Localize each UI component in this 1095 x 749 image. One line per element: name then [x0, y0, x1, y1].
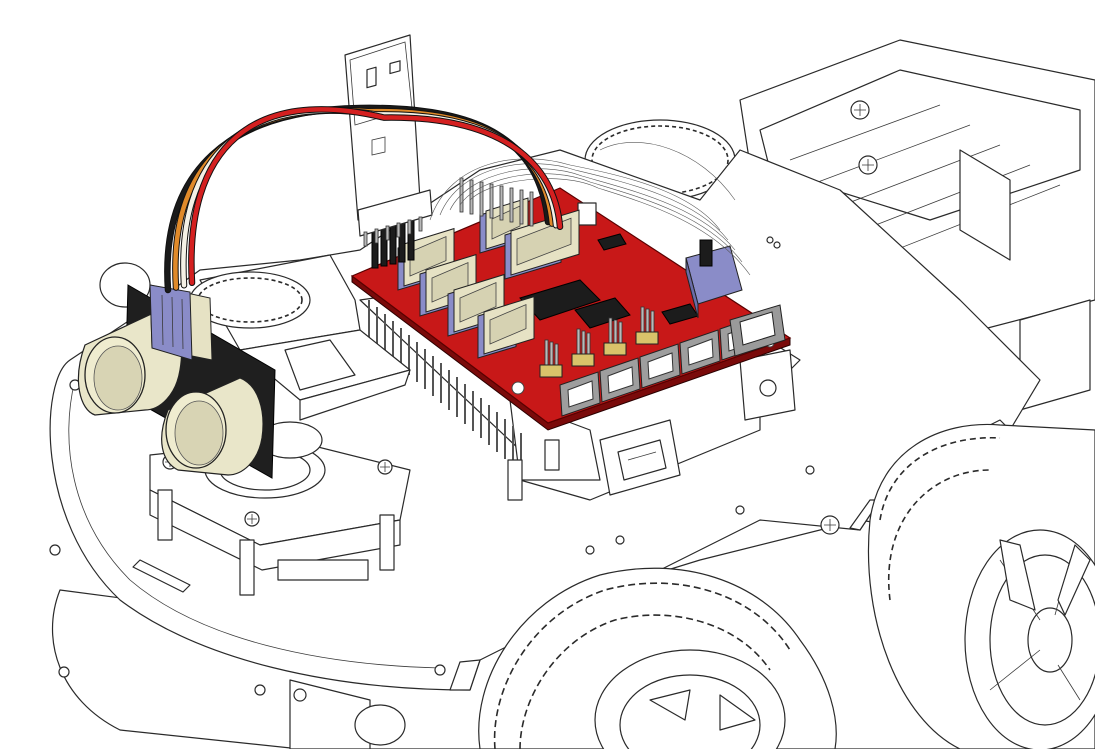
screw-icon — [820, 515, 840, 535]
pin-base — [571, 353, 595, 367]
under-pin — [440, 363, 442, 403]
under-pin — [392, 321, 394, 361]
pin — [489, 183, 494, 219]
pin — [519, 189, 524, 225]
pin-base — [539, 364, 563, 378]
plate-slot — [132, 559, 191, 593]
under-pin — [504, 419, 506, 459]
module-pin — [418, 216, 423, 232]
servo-port — [559, 371, 601, 417]
under-pin — [424, 349, 426, 389]
servo-port — [679, 329, 721, 375]
wire — [189, 107, 563, 286]
pin — [529, 191, 534, 227]
ultrasonic-transducer-right — [161, 377, 264, 476]
servo-motor — [277, 559, 369, 581]
under-pin — [488, 405, 490, 445]
header-pins — [368, 300, 522, 473]
reset-button — [577, 202, 597, 226]
pin — [469, 179, 474, 215]
under-pin — [448, 370, 450, 410]
servo-port — [599, 357, 641, 403]
under-pin — [496, 412, 498, 452]
under-pin — [368, 300, 370, 340]
header — [389, 223, 397, 265]
chip — [597, 233, 627, 251]
screw-icon — [244, 511, 260, 527]
under-pin — [512, 426, 514, 466]
pin — [499, 185, 504, 221]
servo-port — [639, 343, 681, 389]
front-wheel — [478, 567, 837, 749]
module-pin — [363, 231, 368, 247]
module-pin — [385, 225, 390, 241]
pin-base — [603, 342, 627, 356]
shield-connectors — [397, 197, 580, 359]
sensor-connector — [149, 284, 213, 361]
standoff — [544, 439, 560, 471]
under-pin — [520, 433, 522, 473]
pin — [479, 181, 484, 217]
module-pin — [407, 219, 412, 235]
chip — [574, 297, 631, 329]
screw-icon — [850, 100, 870, 120]
mount-hole — [511, 381, 525, 395]
under-pin — [480, 398, 482, 438]
lower-motor — [289, 679, 406, 749]
shield-pins — [371, 177, 659, 378]
screw-icon — [377, 459, 393, 475]
pin — [509, 187, 514, 223]
sensor-wires — [164, 104, 564, 294]
wireless-module — [344, 34, 433, 247]
under-pin — [384, 314, 386, 354]
connector — [477, 295, 535, 359]
under-pin — [408, 335, 410, 375]
module-pin — [374, 228, 379, 244]
screw-icon — [858, 155, 878, 175]
pin-base — [635, 331, 659, 345]
pin — [459, 177, 464, 213]
module-pin — [396, 222, 401, 238]
under-pin — [456, 377, 458, 417]
standoff — [507, 459, 523, 501]
right-wheel — [867, 423, 1095, 749]
under-pin — [400, 328, 402, 368]
under-pin — [432, 356, 434, 396]
under-pin — [464, 384, 466, 424]
under-pin — [472, 391, 474, 431]
under-pin — [416, 342, 418, 382]
under-pin — [376, 307, 378, 347]
usb-port-icon — [599, 419, 681, 496]
power-block — [685, 239, 786, 357]
